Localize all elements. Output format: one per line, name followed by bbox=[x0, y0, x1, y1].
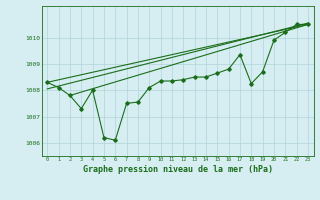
X-axis label: Graphe pression niveau de la mer (hPa): Graphe pression niveau de la mer (hPa) bbox=[83, 165, 273, 174]
